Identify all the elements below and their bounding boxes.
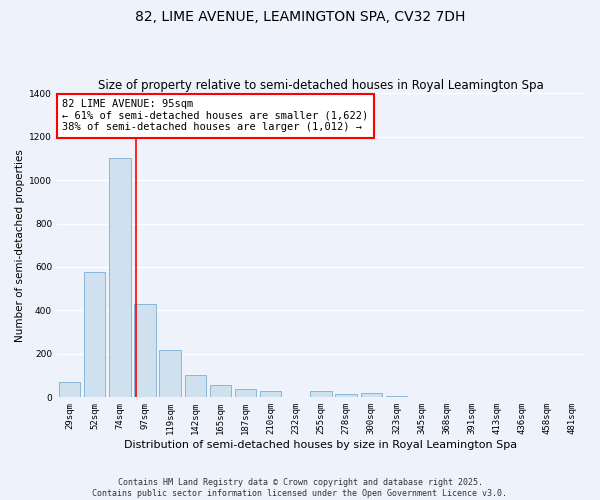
Text: 82, LIME AVENUE, LEAMINGTON SPA, CV32 7DH: 82, LIME AVENUE, LEAMINGTON SPA, CV32 7D… xyxy=(135,10,465,24)
Title: Size of property relative to semi-detached houses in Royal Leamington Spa: Size of property relative to semi-detach… xyxy=(98,79,544,92)
Bar xyxy=(210,386,231,398)
Bar xyxy=(361,393,382,398)
Bar xyxy=(84,272,106,398)
Text: 82 LIME AVENUE: 95sqm
← 61% of semi-detached houses are smaller (1,622)
38% of s: 82 LIME AVENUE: 95sqm ← 61% of semi-deta… xyxy=(62,99,368,132)
Bar xyxy=(260,391,281,398)
Bar xyxy=(386,396,407,398)
X-axis label: Distribution of semi-detached houses by size in Royal Leamington Spa: Distribution of semi-detached houses by … xyxy=(124,440,518,450)
Bar xyxy=(185,374,206,398)
Bar xyxy=(310,391,332,398)
Bar xyxy=(59,382,80,398)
Bar xyxy=(134,304,156,398)
Bar xyxy=(235,388,256,398)
Bar xyxy=(160,350,181,398)
Y-axis label: Number of semi-detached properties: Number of semi-detached properties xyxy=(15,149,25,342)
Bar xyxy=(335,394,357,398)
Bar xyxy=(109,158,131,398)
Text: Contains HM Land Registry data © Crown copyright and database right 2025.
Contai: Contains HM Land Registry data © Crown c… xyxy=(92,478,508,498)
